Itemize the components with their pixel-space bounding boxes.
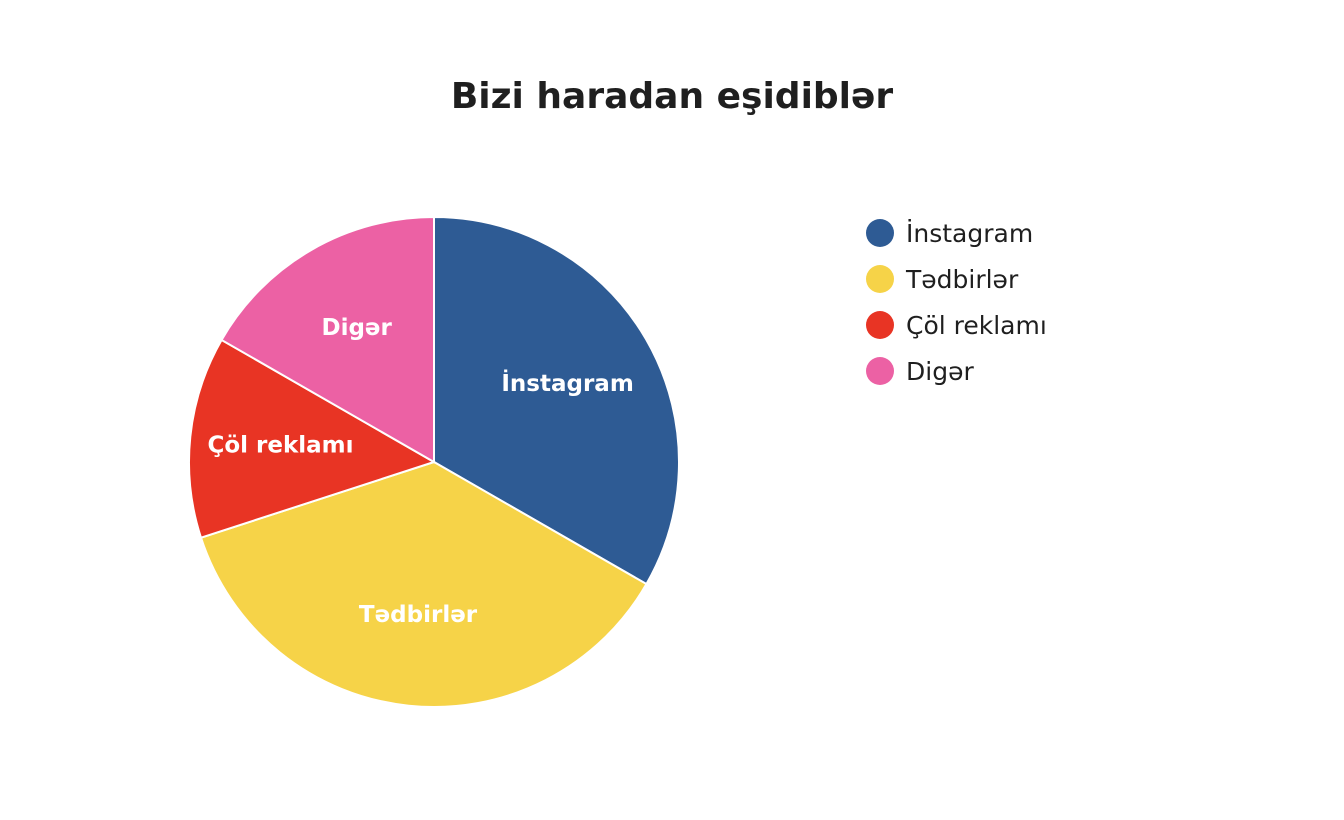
legend: İnstagram Tədbirlər Çöl reklamı Digər [866,210,1047,394]
legend-swatch [866,311,894,339]
pie-slice [220,215,435,464]
pie-slice [188,338,437,539]
slice-label: Digər [321,315,392,341]
legend-swatch [866,357,894,385]
legend-label: Digər [906,356,974,386]
pie-slice [199,460,648,708]
legend-label: Tədbirlər [906,264,1019,294]
slice-label: Çöl reklamı [207,433,353,459]
legend-swatch [866,219,894,247]
chart-title: Bizi haradan eşidiblər [450,76,894,117]
legend-item: Çöl reklamı [866,302,1047,348]
legend-label: Çöl reklamı [906,310,1047,340]
slice-label: İnstagram [501,369,633,397]
slice-label: Tədbirlər [359,602,478,628]
legend-item: İnstagram [866,210,1047,256]
legend-label: İnstagram [906,218,1034,248]
legend-item: Digər [866,348,1047,394]
legend-item: Tədbirlər [866,256,1047,302]
pie-slice [433,215,680,586]
legend-swatch [866,265,894,293]
